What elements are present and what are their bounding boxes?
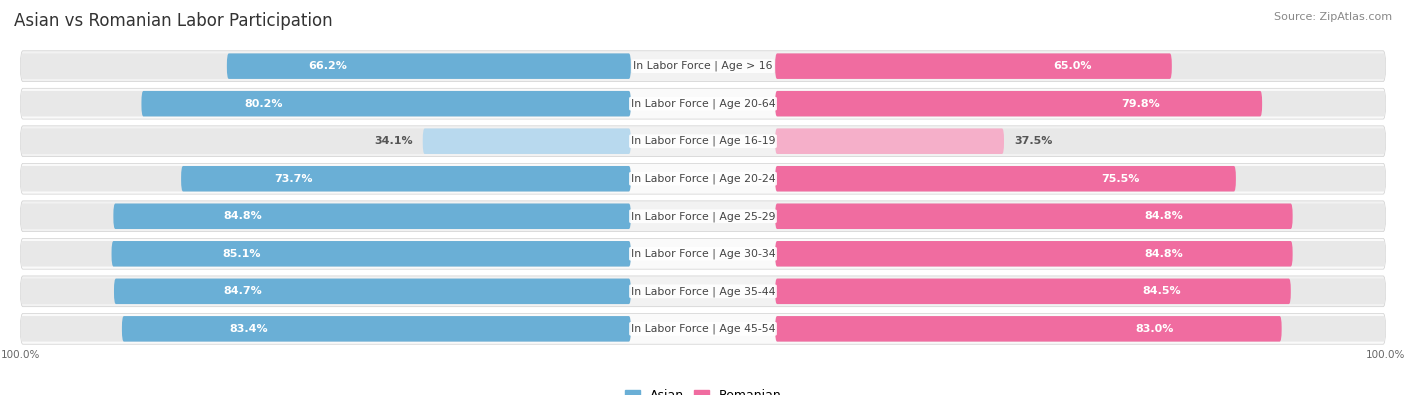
Text: 34.1%: 34.1% (374, 136, 413, 146)
Text: 83.4%: 83.4% (229, 324, 269, 334)
FancyBboxPatch shape (423, 128, 631, 154)
FancyBboxPatch shape (775, 128, 1385, 154)
FancyBboxPatch shape (21, 316, 631, 342)
FancyBboxPatch shape (21, 126, 1385, 156)
Text: In Labor Force | Age 45-54: In Labor Force | Age 45-54 (631, 324, 775, 334)
Legend: Asian, Romanian: Asian, Romanian (620, 384, 786, 395)
FancyBboxPatch shape (111, 241, 631, 267)
FancyBboxPatch shape (775, 241, 1385, 267)
Text: In Labor Force | Age > 16: In Labor Force | Age > 16 (633, 61, 773, 71)
FancyBboxPatch shape (21, 203, 631, 229)
FancyBboxPatch shape (775, 91, 1263, 117)
Text: In Labor Force | Age 30-34: In Labor Force | Age 30-34 (631, 248, 775, 259)
FancyBboxPatch shape (775, 203, 1385, 229)
Text: 85.1%: 85.1% (222, 249, 260, 259)
Text: 84.5%: 84.5% (1143, 286, 1181, 296)
FancyBboxPatch shape (775, 91, 1385, 117)
FancyBboxPatch shape (21, 166, 631, 192)
FancyBboxPatch shape (226, 53, 631, 79)
Text: In Labor Force | Age 20-64: In Labor Force | Age 20-64 (631, 98, 775, 109)
FancyBboxPatch shape (775, 128, 1004, 154)
FancyBboxPatch shape (775, 241, 1292, 267)
FancyBboxPatch shape (21, 201, 1385, 231)
FancyBboxPatch shape (21, 128, 631, 154)
FancyBboxPatch shape (114, 278, 631, 304)
FancyBboxPatch shape (21, 278, 631, 304)
Text: 73.7%: 73.7% (274, 174, 312, 184)
Text: In Labor Force | Age 35-44: In Labor Force | Age 35-44 (631, 286, 775, 297)
FancyBboxPatch shape (21, 88, 1385, 119)
FancyBboxPatch shape (775, 278, 1291, 304)
FancyBboxPatch shape (775, 203, 1292, 229)
Text: 75.5%: 75.5% (1101, 174, 1140, 184)
FancyBboxPatch shape (21, 276, 1385, 307)
FancyBboxPatch shape (775, 53, 1171, 79)
FancyBboxPatch shape (21, 314, 1385, 344)
Text: 84.8%: 84.8% (224, 211, 262, 221)
Text: 37.5%: 37.5% (1014, 136, 1052, 146)
FancyBboxPatch shape (21, 241, 631, 267)
FancyBboxPatch shape (21, 239, 1385, 269)
FancyBboxPatch shape (775, 316, 1385, 342)
FancyBboxPatch shape (775, 316, 1282, 342)
FancyBboxPatch shape (181, 166, 631, 192)
FancyBboxPatch shape (21, 53, 631, 79)
FancyBboxPatch shape (142, 91, 631, 117)
Text: 65.0%: 65.0% (1053, 61, 1092, 71)
FancyBboxPatch shape (114, 203, 631, 229)
FancyBboxPatch shape (122, 316, 631, 342)
Text: In Labor Force | Age 16-19: In Labor Force | Age 16-19 (631, 136, 775, 147)
Text: 83.0%: 83.0% (1136, 324, 1174, 334)
FancyBboxPatch shape (775, 53, 1385, 79)
FancyBboxPatch shape (21, 91, 631, 117)
Text: 84.8%: 84.8% (1144, 211, 1182, 221)
Text: Asian vs Romanian Labor Participation: Asian vs Romanian Labor Participation (14, 12, 333, 30)
Text: 84.7%: 84.7% (224, 286, 263, 296)
Text: 79.8%: 79.8% (1121, 99, 1160, 109)
Text: 66.2%: 66.2% (308, 61, 347, 71)
FancyBboxPatch shape (21, 51, 1385, 81)
FancyBboxPatch shape (775, 166, 1385, 192)
Text: 84.8%: 84.8% (1144, 249, 1182, 259)
Text: Source: ZipAtlas.com: Source: ZipAtlas.com (1274, 12, 1392, 22)
FancyBboxPatch shape (21, 164, 1385, 194)
Text: In Labor Force | Age 20-24: In Labor Force | Age 20-24 (631, 173, 775, 184)
FancyBboxPatch shape (775, 166, 1236, 192)
FancyBboxPatch shape (775, 278, 1385, 304)
Text: 80.2%: 80.2% (245, 99, 283, 109)
Text: In Labor Force | Age 25-29: In Labor Force | Age 25-29 (631, 211, 775, 222)
